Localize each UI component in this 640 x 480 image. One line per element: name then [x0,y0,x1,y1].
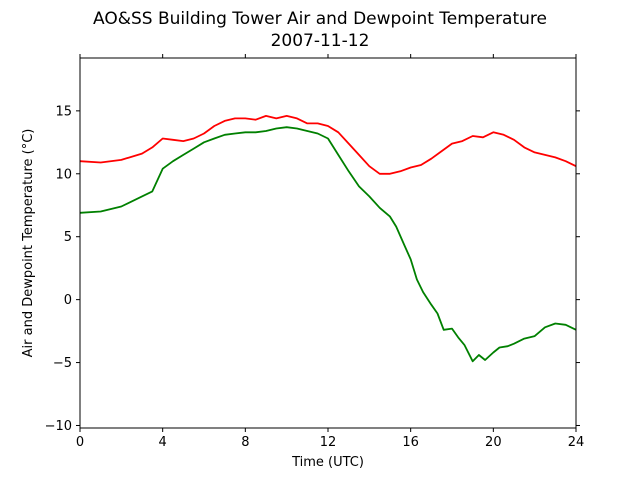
x-tick-label: 16 [402,435,419,450]
x-axis-label: Time (UTC) [291,455,364,470]
y-tick-label: 15 [55,104,72,119]
series-line-1 [79,126,577,363]
x-tick-label: 24 [568,435,585,450]
series-line-0 [79,115,577,175]
y-tick-label: 5 [64,230,72,245]
axis-ticks: 0 4 8 12 16 20 24 −10 −5 0 5 10 15 [45,54,585,450]
x-tick-label: 8 [241,435,249,450]
y-tick-label: 0 [64,293,72,308]
chart-subtitle: 2007-11-12 [271,31,370,51]
plot-lines [79,115,577,363]
chart-title: AO&SS Building Tower Air and Dewpoint Te… [93,9,547,29]
x-tick-label: 0 [76,435,84,450]
plot-frame [79,57,577,429]
x-tick-label: 12 [320,435,337,450]
y-axis-label: Air and Dewpoint Temperature (°C) [21,129,36,358]
y-tick-label: −5 [53,356,72,371]
y-tick-label: 10 [55,167,72,182]
y-tick-label: −10 [45,419,72,434]
x-tick-label: 4 [159,435,167,450]
x-tick-label: 20 [485,435,502,450]
